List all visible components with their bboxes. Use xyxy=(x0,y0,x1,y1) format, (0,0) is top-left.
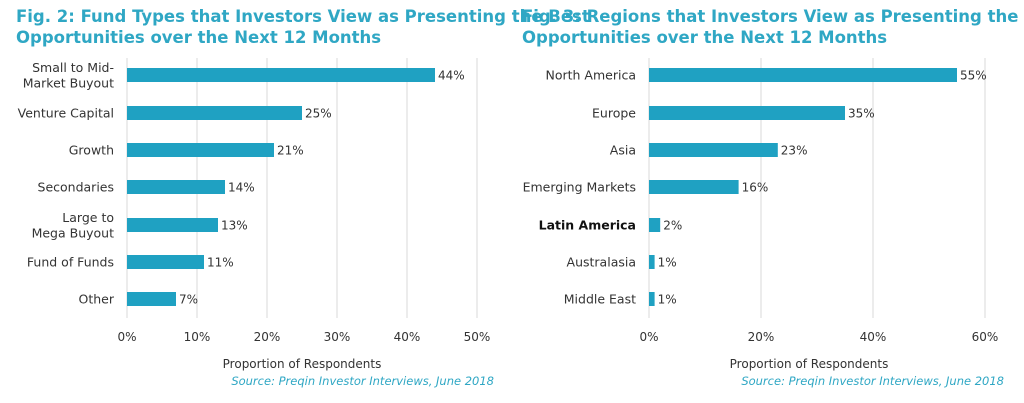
value-label: 44% xyxy=(438,69,465,83)
category-label: Emerging Markets xyxy=(523,180,636,195)
value-label: 2% xyxy=(663,219,682,233)
chart-panel-fund-types: Fig. 2: Fund Types that Investors View a… xyxy=(16,7,590,388)
category-label: Latin America xyxy=(539,218,636,233)
x-tick-label: 50% xyxy=(464,330,491,344)
category-label: Middle East xyxy=(564,292,636,307)
value-label: 1% xyxy=(658,293,677,307)
category-label: Australasia xyxy=(567,255,636,270)
bar xyxy=(649,292,655,306)
bar xyxy=(127,143,274,157)
value-label: 11% xyxy=(207,256,234,270)
x-axis-title: Proportion of Respondents xyxy=(223,357,382,371)
source-note: Source: Preqin Investor Interviews, June… xyxy=(231,374,494,388)
category-label: Asia xyxy=(610,143,636,158)
x-tick-label: 40% xyxy=(394,330,421,344)
bar xyxy=(649,180,739,194)
bar xyxy=(127,180,225,194)
bar xyxy=(127,218,218,232)
value-label: 21% xyxy=(277,144,304,158)
x-tick-label: 0% xyxy=(639,330,658,344)
category-label: Europe xyxy=(592,106,636,121)
source-note: Source: Preqin Investor Interviews, June… xyxy=(741,374,1004,388)
x-tick-label: 30% xyxy=(324,330,351,344)
bar xyxy=(127,255,204,269)
fund-types-bar-chart: 0% 10% 20% 30% 40% 50% 44% Small to Mid-Market … xyxy=(18,58,491,371)
bar xyxy=(127,292,176,306)
value-label: 13% xyxy=(221,219,248,233)
x-tick-label: 20% xyxy=(254,330,281,344)
bar xyxy=(127,68,435,82)
category-label: Venture Capital xyxy=(18,106,114,121)
chart-title-line: Fig. 3: Regions that Investors View as P… xyxy=(522,7,1024,26)
chart-panel-regions: Fig. 3: Regions that Investors View as P… xyxy=(512,0,1024,403)
category-label: Large to xyxy=(62,210,114,225)
chart-title-line: Opportunities over the Next 12 Months xyxy=(16,28,382,47)
chart-title: Fig. 2: Fund Types that Investors View a… xyxy=(16,6,590,48)
chart-title-line: Fig. 2: Fund Types that Investors View a… xyxy=(16,7,590,26)
category-label: Growth xyxy=(69,143,114,158)
category-label: North America xyxy=(546,68,637,83)
value-label: 14% xyxy=(228,181,255,195)
category-label: Mega Buyout xyxy=(32,225,115,240)
x-tick-label: 60% xyxy=(972,330,999,344)
regions-bar-chart: 0% 20% 40% 60% 55% North America 35% Europe 23% A… xyxy=(523,58,999,371)
x-tick-label: 0% xyxy=(117,330,136,344)
bar xyxy=(127,106,302,120)
bar xyxy=(649,68,957,82)
x-tick-label: 40% xyxy=(860,330,887,344)
value-label: 16% xyxy=(742,181,769,195)
x-axis-title: Proportion of Respondents xyxy=(730,357,889,371)
bar xyxy=(649,218,661,232)
value-label: 7% xyxy=(179,293,198,307)
bar xyxy=(649,106,845,120)
value-label: 55% xyxy=(960,69,987,83)
bar xyxy=(649,255,655,269)
x-tick-label: 10% xyxy=(184,330,211,344)
category-label: Secondaries xyxy=(38,180,114,195)
value-label: 23% xyxy=(781,144,808,158)
chart-title-line: Opportunities over the Next 12 Months xyxy=(522,28,888,47)
x-tick-label: 20% xyxy=(748,330,775,344)
category-label: Small to Mid- xyxy=(32,60,114,75)
value-label: 35% xyxy=(848,107,875,121)
value-label: 1% xyxy=(658,256,677,270)
category-label: Market Buyout xyxy=(23,75,114,90)
category-label: Other xyxy=(79,292,115,307)
chart-title: Fig. 3: Regions that Investors View as P… xyxy=(522,6,1024,48)
bar xyxy=(649,143,778,157)
category-label: Fund of Funds xyxy=(27,255,114,270)
value-label: 25% xyxy=(305,107,332,121)
